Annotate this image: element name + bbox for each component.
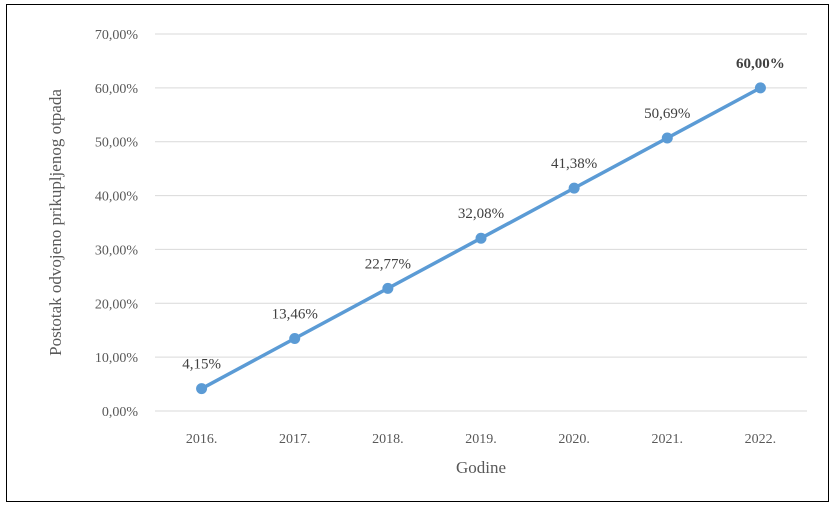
x-tick-label: 2020. [558, 432, 590, 447]
data-labels: 4,15% 13,46% 22,77% 32,08% 41,38% 50,69% 60,00… [182, 56, 785, 373]
y-axis-tick-labels: 0,00% 10,00% 20,00% 30,00% 40,00% 50,00% 60,00… [95, 28, 139, 420]
y-tick-label: 50,00% [95, 136, 139, 151]
data-point [754, 82, 766, 94]
data-label: 22,77% [365, 256, 411, 272]
x-tick-label: 2017. [279, 432, 311, 447]
y-tick-label: 40,00% [95, 190, 139, 205]
series-group [196, 82, 766, 395]
x-tick-label: 2021. [652, 432, 684, 447]
data-label: 32,08% [458, 206, 504, 222]
x-axis-title: Godine [456, 458, 506, 477]
data-point [289, 333, 301, 345]
x-tick-label: 2018. [372, 432, 404, 447]
y-tick-label: 70,00% [95, 28, 139, 43]
x-tick-label: 2019. [465, 432, 497, 447]
data-label: 4,15% [182, 357, 221, 373]
y-tick-label: 10,00% [95, 351, 139, 366]
data-point [475, 232, 487, 244]
y-axis-title: Postotak odvojeno prikupljenog otpada [46, 89, 65, 356]
y-tick-label: 20,00% [95, 297, 139, 312]
data-point [661, 132, 673, 144]
data-label: 41,38% [551, 156, 597, 172]
data-label: 60,00% [736, 56, 785, 72]
data-point [196, 383, 208, 395]
data-point [568, 182, 580, 194]
data-label: 50,69% [644, 106, 690, 122]
data-point [382, 282, 394, 294]
data-label: 13,46% [272, 307, 318, 323]
gridlines [155, 33, 807, 412]
y-tick-label: 0,00% [102, 405, 139, 420]
y-tick-label: 60,00% [95, 82, 139, 97]
x-axis-tick-labels: 2016. 2017. 2018. 2019. 2020. 2021. 2022. [186, 432, 776, 447]
y-tick-label: 30,00% [95, 243, 139, 258]
x-tick-label: 2016. [186, 432, 218, 447]
x-tick-label: 2022. [745, 432, 777, 447]
chart-frame [6, 4, 829, 502]
